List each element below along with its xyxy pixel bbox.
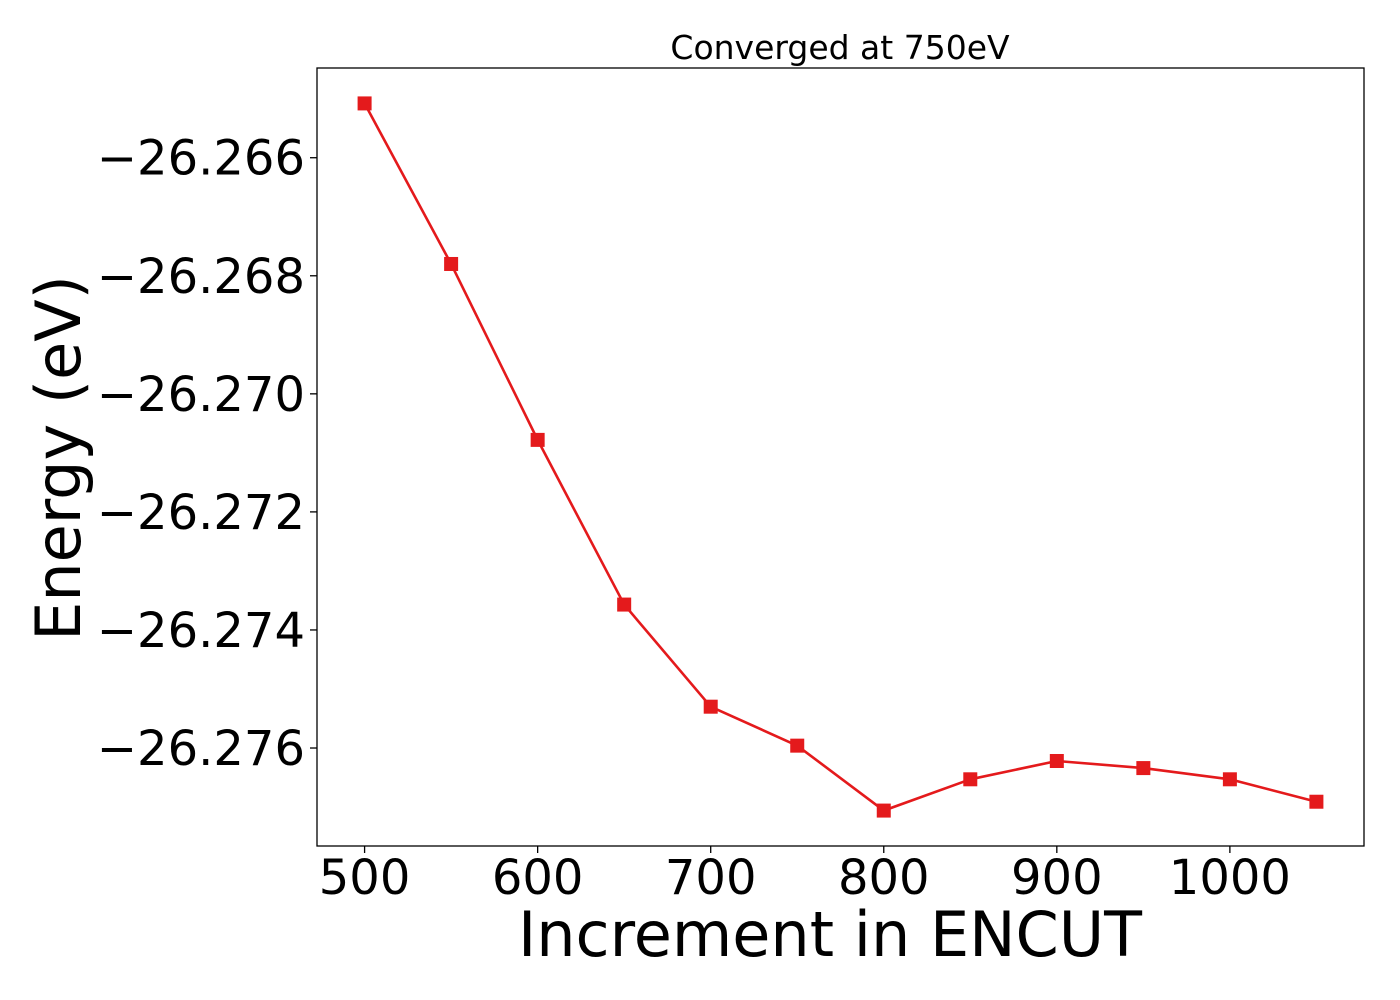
x-tick-label: 600 — [492, 850, 584, 906]
series-line — [363, 102, 1317, 812]
x-axis-label: Increment in ENCUT — [518, 898, 1143, 971]
x-ticks: 500 600 700 800 900 1000 — [319, 846, 1291, 906]
x-tick-label: 1000 — [1169, 850, 1291, 906]
series-markers — [357, 96, 1324, 818]
y-ticks: −26.266 −26.268 −26.270 −26.272 −26.274 −26.2… — [97, 131, 317, 777]
y-tick-label: −26.270 — [97, 367, 305, 423]
series-point — [1049, 753, 1064, 768]
series-point — [530, 432, 545, 447]
series-point — [963, 772, 978, 787]
series-point — [790, 738, 805, 753]
series-point — [1309, 794, 1324, 809]
series-point — [703, 699, 718, 714]
series-point — [1222, 772, 1237, 787]
y-tick-label: −26.276 — [97, 721, 305, 777]
x-tick-label: 800 — [838, 850, 930, 906]
series-point — [444, 256, 459, 271]
y-tick-label: −26.272 — [97, 485, 305, 541]
y-tick-label: −26.274 — [97, 603, 305, 659]
series-point — [876, 803, 891, 818]
plot-area — [316, 67, 1365, 847]
series-point — [1136, 761, 1151, 776]
series-point — [357, 96, 372, 111]
x-tick-label: 700 — [665, 850, 757, 906]
y-axis-label: Energy (eV) — [22, 275, 95, 641]
series-point — [617, 597, 632, 612]
y-tick-label: −26.266 — [97, 131, 305, 187]
x-tick-label: 900 — [1011, 850, 1103, 906]
chart-title: Converged at 750eV — [670, 28, 1010, 67]
x-tick-label: 500 — [319, 850, 411, 906]
y-tick-label: −26.268 — [97, 249, 305, 305]
